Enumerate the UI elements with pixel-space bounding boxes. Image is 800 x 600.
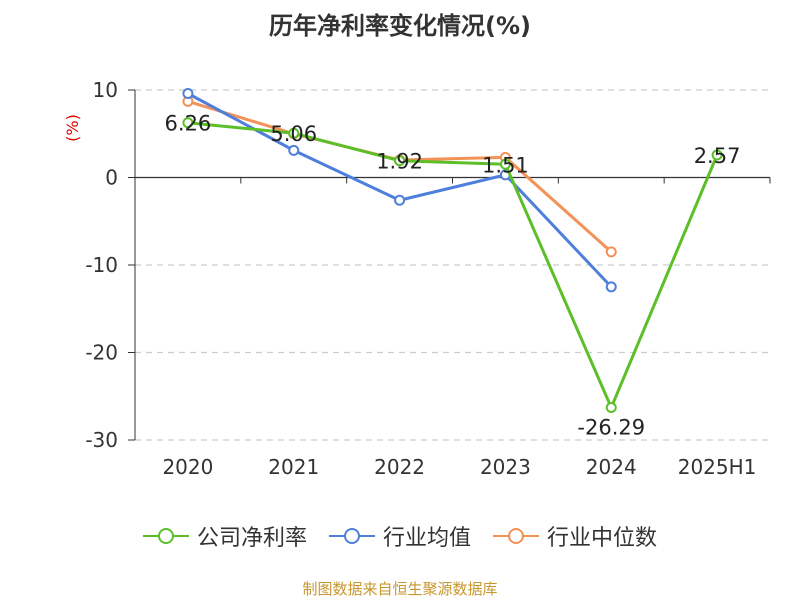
data-point <box>394 155 406 167</box>
legend-marker-industry-avg <box>328 528 375 544</box>
x-tick-label: 2025H1 <box>678 455 757 479</box>
data-point <box>288 144 300 156</box>
data-label: 1.51 <box>482 153 529 177</box>
series-line <box>187 121 719 410</box>
data-label: -26.29 <box>577 416 645 440</box>
data-point <box>182 117 194 129</box>
y-tick-label: -10 <box>85 253 118 277</box>
y-tick-label: 0 <box>105 166 118 190</box>
x-tick-label: 2023 <box>480 455 531 479</box>
y-tick-label: -20 <box>85 341 118 365</box>
data-label: 6.26 <box>165 112 212 136</box>
chart-title: 历年净利率变化情况(%) <box>269 12 531 40</box>
data-point <box>182 88 194 99</box>
y-tick-label: 10 <box>93 78 118 102</box>
x-tick-label: 2022 <box>374 455 425 479</box>
data-label: 1.92 <box>376 150 423 174</box>
legend-item-industry-avg[interactable]: 行业均值 <box>328 520 471 552</box>
x-tick-label: 2024 <box>586 455 637 479</box>
series-line <box>187 99 613 253</box>
data-source-note: 制图数据来自恒生聚源数据库 <box>302 580 498 598</box>
legend-label-industry-median: 行业中位数 <box>547 526 658 551</box>
data-point <box>605 402 617 414</box>
legend-label-company: 公司净利率 <box>196 526 307 551</box>
x-tick-label: 2020 <box>162 455 213 479</box>
data-point <box>605 246 617 258</box>
legend-marker-company <box>142 528 189 544</box>
x-tick-label: 2021 <box>268 455 319 479</box>
data-point <box>394 194 406 206</box>
data-label: 5.06 <box>270 122 317 146</box>
data-point <box>499 158 511 170</box>
chart-legend: 公司净利率 行业均值 行业中位数 <box>0 520 800 552</box>
legend-label-industry-avg: 行业均值 <box>382 526 471 551</box>
legend-item-company[interactable]: 公司净利率 <box>142 520 307 552</box>
data-point <box>605 281 617 293</box>
legend-marker-industry-median <box>493 528 539 544</box>
data-label: 2.57 <box>694 144 741 168</box>
data-point <box>711 149 723 161</box>
y-axis-label: (%) <box>63 114 82 142</box>
data-point <box>288 127 300 139</box>
legend-item-industry-median[interactable]: 行业中位数 <box>493 520 657 552</box>
y-tick-label: -30 <box>85 428 118 452</box>
